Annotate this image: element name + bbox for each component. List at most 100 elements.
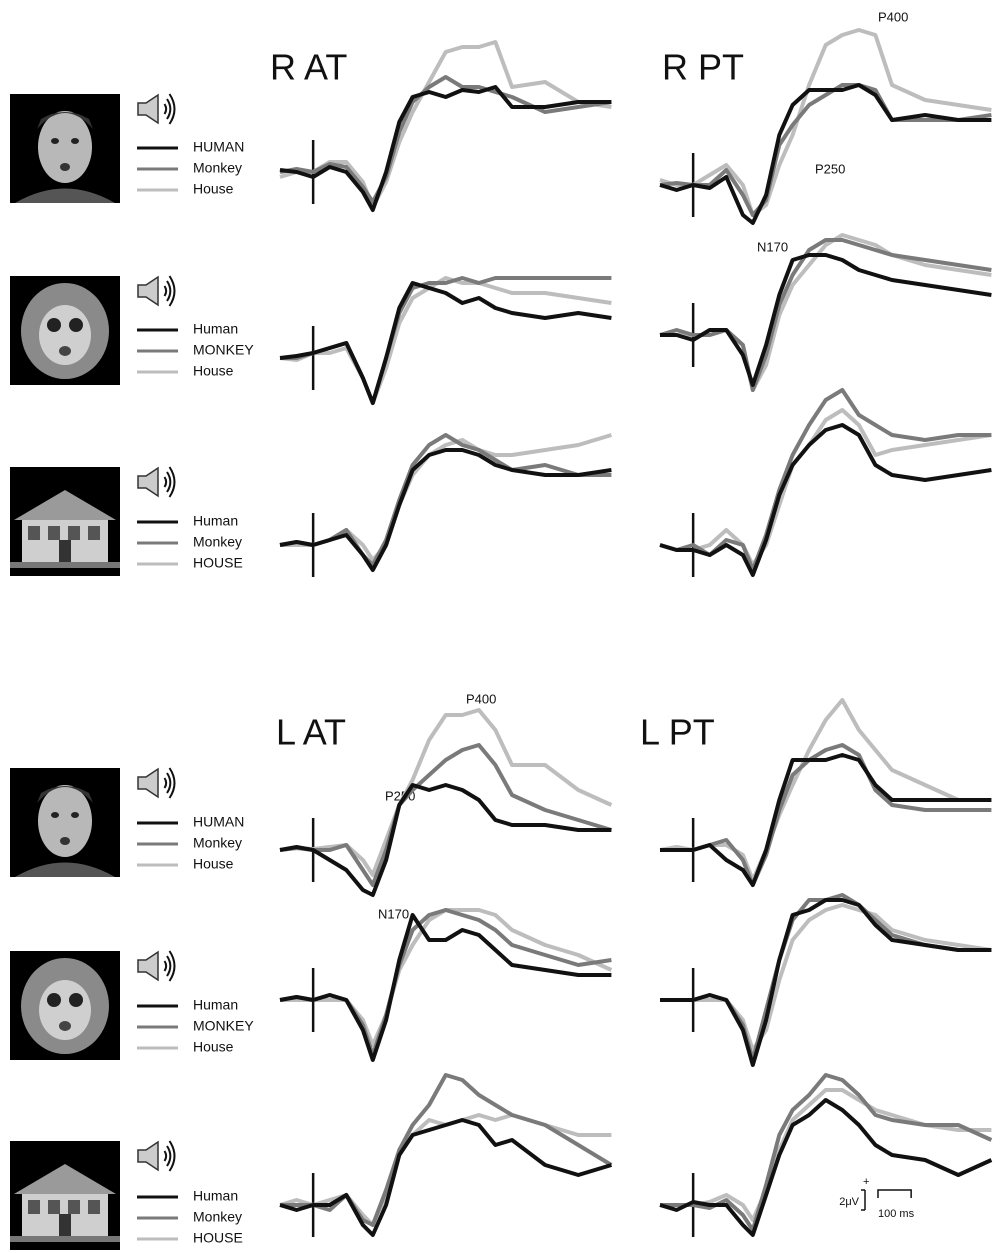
- speaker: [138, 468, 158, 496]
- peak-label: P250: [815, 161, 845, 176]
- erp-line: [660, 255, 991, 385]
- erp-line: [660, 235, 991, 390]
- stimulus-picture: [10, 768, 120, 877]
- erp-line: [660, 1090, 991, 1220]
- eye: [71, 812, 79, 818]
- window: [28, 1200, 40, 1214]
- erp-line: [660, 745, 991, 885]
- speaker: [138, 95, 158, 123]
- eye: [69, 993, 83, 1007]
- legend-label: HOUSE: [193, 555, 243, 571]
- erp-line: [660, 755, 991, 885]
- legend-label: MONKEY: [193, 1018, 254, 1034]
- stimulus-picture: [10, 94, 120, 203]
- speaker-icon: [138, 467, 175, 497]
- sound-wave: [167, 281, 170, 301]
- legend-label: MONKEY: [193, 342, 254, 358]
- erp-line: [280, 915, 611, 1060]
- eye: [71, 138, 79, 144]
- panel-title: L PT: [640, 712, 715, 753]
- mouth: [60, 837, 70, 845]
- speaker: [138, 952, 158, 980]
- sound-wave: [165, 961, 167, 971]
- sound-wave: [165, 477, 167, 487]
- window: [68, 526, 80, 540]
- panel-title: L AT: [276, 712, 346, 753]
- sound-wave: [167, 1146, 170, 1166]
- figure: R ATHUMANMonkeyHouseR PTP400P250N170Huma…: [0, 0, 1002, 1253]
- erp-line: [280, 745, 611, 885]
- panel-title: R AT: [270, 47, 347, 88]
- legend-label: Human: [193, 997, 238, 1013]
- erp-line: [660, 905, 991, 1050]
- eye: [51, 812, 59, 818]
- speaker: [138, 769, 158, 797]
- door: [59, 540, 71, 562]
- legend-label: HUMAN: [193, 139, 244, 155]
- time-label: 100 ms: [878, 1208, 915, 1220]
- speaker-icon: [138, 276, 175, 306]
- legend-label: HOUSE: [193, 1230, 243, 1246]
- stimulus-picture: [10, 1141, 120, 1250]
- speaker: [138, 277, 158, 305]
- peak-label: P400: [878, 9, 908, 24]
- erp-line: [280, 283, 611, 403]
- stimulus-picture: [10, 276, 120, 385]
- erp-line: [280, 910, 611, 1055]
- legend-label: House: [193, 856, 234, 872]
- erp-line: [660, 410, 991, 565]
- sound-wave: [167, 99, 170, 119]
- speaker-icon: [138, 1141, 175, 1171]
- eye: [69, 318, 83, 332]
- erp-line: [280, 87, 611, 210]
- sound-wave: [165, 778, 167, 788]
- polarity-sign: +: [863, 1176, 869, 1188]
- stimulus-picture: [10, 951, 120, 1060]
- legend-label: House: [193, 363, 234, 379]
- time-bar: [878, 1190, 911, 1198]
- legend-label: HUMAN: [193, 814, 244, 830]
- eye: [51, 138, 59, 144]
- legend-label: Human: [193, 1188, 238, 1204]
- legend-label: Monkey: [193, 534, 242, 550]
- speaker-icon: [138, 94, 175, 124]
- speaker-icon: [138, 768, 175, 798]
- peak-label: N170: [757, 239, 788, 254]
- legend-label: Monkey: [193, 160, 242, 176]
- legend-label: House: [193, 181, 234, 197]
- ground: [10, 1236, 120, 1242]
- erp-line: [660, 240, 991, 390]
- mouth: [60, 163, 70, 171]
- sound-wave: [167, 956, 170, 976]
- legend-label: House: [193, 1039, 234, 1055]
- face: [38, 785, 92, 857]
- eye: [47, 318, 61, 332]
- sound-wave: [165, 104, 167, 114]
- window: [28, 526, 40, 540]
- door: [59, 1214, 71, 1236]
- sound-wave: [167, 472, 170, 492]
- window: [48, 1200, 60, 1214]
- legend-label: Human: [193, 321, 238, 337]
- sound-wave: [165, 1151, 167, 1161]
- window: [68, 1200, 80, 1214]
- legend-label: Monkey: [193, 835, 242, 851]
- erp-line: [660, 1100, 991, 1235]
- erp-line: [280, 785, 611, 895]
- sound-wave: [167, 773, 170, 793]
- erp-line: [660, 85, 991, 223]
- peak-label: P400: [466, 691, 496, 706]
- speaker-icon: [138, 951, 175, 981]
- stimulus-picture: [10, 467, 120, 576]
- face: [38, 111, 92, 183]
- window: [88, 1200, 100, 1214]
- erp-line: [660, 895, 991, 1060]
- erp-line: [280, 435, 611, 565]
- mouth: [59, 1021, 71, 1031]
- erp-line: [280, 910, 611, 1045]
- legend-label: Monkey: [193, 1209, 242, 1225]
- eye: [47, 993, 61, 1007]
- window: [88, 526, 100, 540]
- sound-wave: [165, 286, 167, 296]
- speaker: [138, 1142, 158, 1170]
